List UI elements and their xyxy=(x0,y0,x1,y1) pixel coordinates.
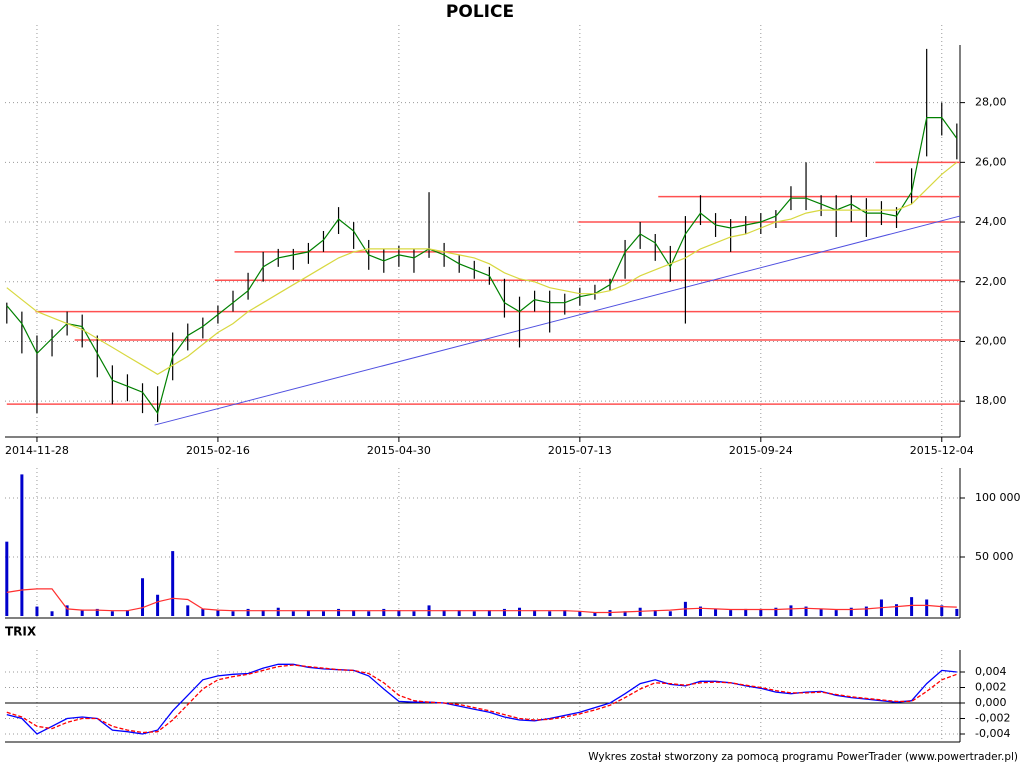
volume-bar xyxy=(216,610,220,616)
volume-bar xyxy=(50,611,54,616)
volume-bar xyxy=(910,597,914,616)
x-tick-label: 2014-11-28 xyxy=(5,444,69,457)
volume-bar xyxy=(246,608,250,616)
volume-bar xyxy=(65,605,69,616)
y-tick-label: 0,004 xyxy=(975,665,1007,678)
volume-bar xyxy=(518,607,522,616)
volume-bar xyxy=(80,610,84,616)
volume-average xyxy=(6,588,957,614)
volume-bar xyxy=(593,612,597,616)
volume-bar xyxy=(141,578,145,616)
volume-bar xyxy=(201,608,205,616)
volume-bar xyxy=(171,551,175,616)
volume-bar xyxy=(321,611,325,616)
trend-line xyxy=(154,215,960,426)
volume-bar xyxy=(623,611,627,616)
footer: Wykres został stworzony za pomocą progra… xyxy=(588,751,1018,763)
volume-bar xyxy=(261,610,265,616)
y-tick-label: 0,002 xyxy=(975,681,1007,694)
chart-title: POLICE xyxy=(446,2,514,22)
volume-bar xyxy=(487,610,491,616)
y-tick-label: -0,004 xyxy=(975,727,1010,740)
volume-bar xyxy=(563,610,567,616)
volume-bar xyxy=(698,606,702,616)
panel-title: TRIX xyxy=(5,625,37,639)
y-tick-label: 50 000 xyxy=(975,550,1014,563)
volume-bar xyxy=(804,606,808,616)
volume-bar xyxy=(789,605,793,616)
volume-bar xyxy=(940,605,944,616)
volume-bar xyxy=(774,607,778,616)
volume-bar xyxy=(95,608,99,616)
volume-bar xyxy=(925,599,929,616)
y-tick-label: 20,00 xyxy=(975,334,1007,347)
volume-bar xyxy=(895,604,899,616)
moving-average xyxy=(6,161,958,375)
volume-bar xyxy=(291,611,295,616)
volume-bar xyxy=(5,541,9,616)
volume-bar xyxy=(819,608,823,616)
x-tick-label: 2015-02-16 xyxy=(186,444,250,457)
volume-bar xyxy=(578,611,582,616)
volume-bar xyxy=(382,608,386,616)
volume-bar xyxy=(35,606,39,616)
y-tick-label: 26,00 xyxy=(975,155,1007,168)
volume-bar xyxy=(668,611,672,616)
volume-bar xyxy=(276,607,280,616)
trix-line xyxy=(6,664,958,734)
volume-bar xyxy=(20,474,24,616)
volume-bar xyxy=(337,608,341,616)
volume-bar xyxy=(759,608,763,616)
x-tick-label: 2015-09-24 xyxy=(729,444,793,457)
volume-bar xyxy=(110,611,114,616)
y-tick-label: 28,00 xyxy=(975,96,1007,109)
volume-bar xyxy=(472,611,476,616)
volume-bar xyxy=(849,607,853,616)
volume-bar xyxy=(397,610,401,616)
volume-bar xyxy=(653,610,657,616)
volume-bar xyxy=(729,610,733,616)
volume-bar xyxy=(156,594,160,616)
volume-bar xyxy=(744,608,748,616)
volume-bar xyxy=(306,610,310,616)
volume-bar xyxy=(186,605,190,616)
y-tick-label: 24,00 xyxy=(975,215,1007,228)
y-tick-label: -0,002 xyxy=(975,712,1010,725)
volume-bar xyxy=(352,610,356,616)
x-tick-label: 2015-04-30 xyxy=(367,444,431,457)
y-tick-label: 100 000 xyxy=(975,491,1021,504)
x-tick-label: 2015-12-04 xyxy=(910,444,974,457)
volume-bar xyxy=(442,610,446,616)
volume-bar xyxy=(864,606,868,616)
trix-line xyxy=(6,663,957,735)
volume-bar xyxy=(125,610,129,616)
volume-bar xyxy=(457,610,461,616)
y-tick-label: 18,00 xyxy=(975,394,1007,407)
volume-bar xyxy=(231,611,235,616)
y-tick-label: 22,00 xyxy=(975,275,1007,288)
volume-bar xyxy=(714,608,718,616)
volume-bar xyxy=(502,608,506,616)
volume-bar xyxy=(548,611,552,616)
volume-bar xyxy=(412,611,416,616)
volume-bar xyxy=(955,608,959,616)
moving-average xyxy=(6,117,958,415)
volume-bar xyxy=(367,611,371,616)
y-tick-label: 0,000 xyxy=(975,696,1007,709)
volume-bar xyxy=(533,610,537,616)
x-tick-label: 2015-07-13 xyxy=(548,444,612,457)
volume-bar xyxy=(834,610,838,616)
